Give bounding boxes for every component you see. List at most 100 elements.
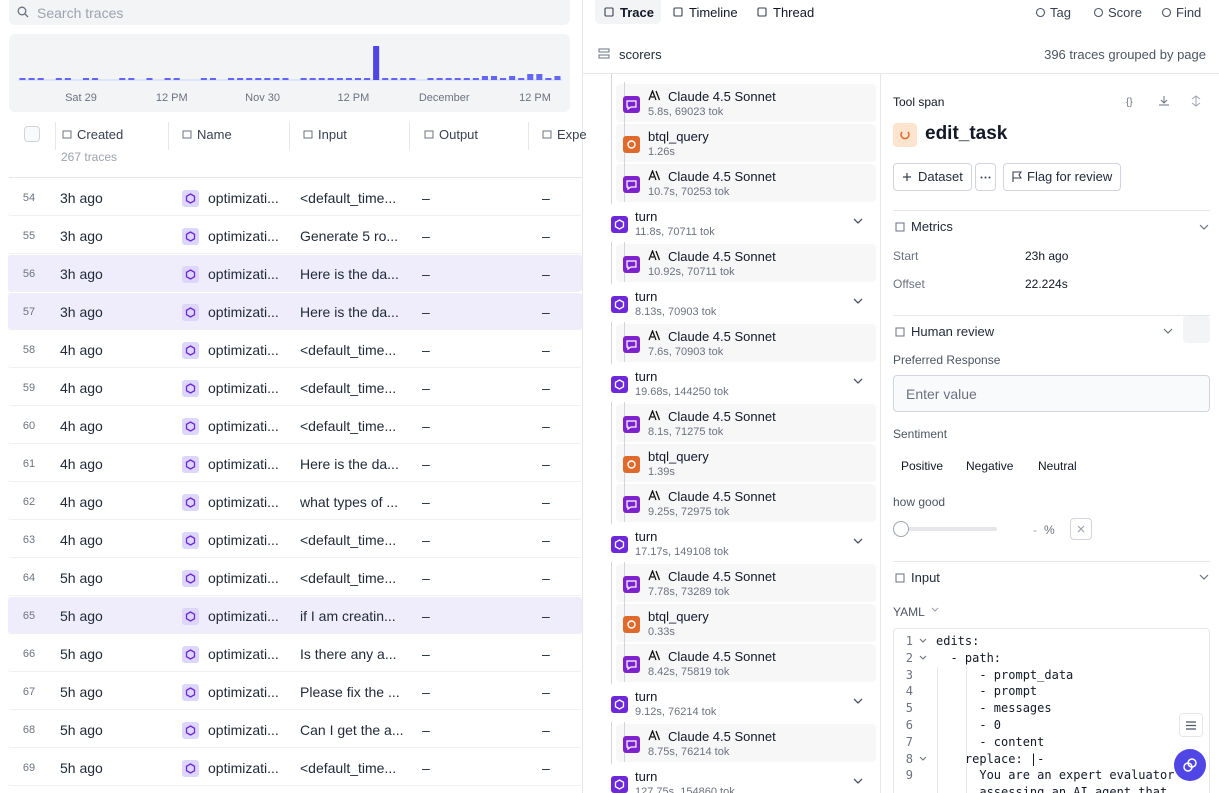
tree-row-bg[interactable] [616, 564, 876, 602]
histogram-bar [255, 78, 262, 80]
action[interactable]: Tag [1050, 5, 1071, 20]
section-title[interactable]: Input [911, 570, 940, 585]
tree-row-bg[interactable] [616, 484, 876, 522]
histogram-bar [64, 78, 71, 80]
histogram-bar [545, 78, 552, 80]
row-output: – [422, 684, 430, 700]
tree-row-bg[interactable] [603, 764, 876, 793]
line-number: 1 [905, 634, 913, 648]
svg-text:{}: {} [1126, 97, 1133, 107]
button-label[interactable]: Dataset [918, 169, 963, 184]
tree-row-bg[interactable] [616, 244, 876, 282]
select-all-checkbox[interactable] [24, 126, 40, 142]
search-box[interactable] [9, 0, 570, 25]
flag-icon [1012, 171, 1022, 182]
anthropic-icon [648, 570, 660, 581]
tree-row-bg[interactable] [616, 444, 876, 482]
column-header[interactable]: Name [197, 127, 232, 142]
code-line: - prompt [936, 684, 1038, 699]
table-row[interactable] [8, 331, 582, 368]
tab[interactable]: Thread [773, 5, 815, 20]
tree-row-bg[interactable] [616, 604, 876, 642]
histogram-bar [37, 78, 44, 80]
sentiment-option[interactable]: Positive [901, 459, 944, 473]
more-icon [980, 176, 991, 179]
row-input: Is there any a... [300, 646, 397, 662]
column-header[interactable]: Output [439, 127, 479, 142]
format-select[interactable]: YAML [893, 605, 925, 619]
section-title[interactable]: Human review [911, 324, 995, 339]
row-number: 55 [22, 230, 36, 242]
table-row[interactable] [8, 559, 582, 596]
expand-button[interactable] [1183, 316, 1210, 343]
table-row[interactable] [8, 293, 582, 330]
table-row[interactable] [8, 673, 582, 710]
table-row[interactable] [8, 217, 582, 254]
span-icon [623, 496, 640, 513]
table-row[interactable] [8, 255, 582, 292]
section-title[interactable]: Metrics [911, 219, 953, 234]
sentiment-option[interactable]: Neutral [1038, 459, 1077, 473]
tree-row-bg[interactable] [603, 364, 876, 402]
row-input: if I am creatin... [300, 608, 396, 624]
tree-row-bg[interactable] [616, 724, 876, 762]
line-number: 4 [905, 684, 913, 699]
column-header[interactable]: Created [77, 127, 124, 142]
tree-row-bg[interactable] [603, 524, 876, 562]
section-icon [895, 222, 905, 232]
button-label[interactable]: Flag for review [1027, 169, 1113, 184]
assistant-button[interactable] [1174, 749, 1206, 781]
tree-row-bg[interactable] [616, 404, 876, 442]
text-input[interactable] [893, 375, 1210, 412]
row-name: optimizati... [208, 418, 279, 434]
slider-thumb[interactable] [893, 521, 909, 537]
tree-row-bg[interactable] [616, 644, 876, 682]
column-icon [424, 130, 434, 139]
action[interactable]: Score [1108, 5, 1142, 20]
tree-row-bg[interactable] [603, 284, 876, 322]
row-output: – [422, 228, 430, 244]
span-meta: 19.68s, 144250 tok [635, 386, 729, 398]
line-number: 6 [905, 718, 913, 732]
table-row[interactable] [8, 749, 582, 786]
column-header[interactable]: Expe [557, 127, 587, 142]
sentiment-option[interactable]: Negative [966, 459, 1014, 473]
tab[interactable]: Trace [620, 5, 654, 20]
column-header[interactable]: Input [318, 127, 347, 142]
field-label: how good [893, 495, 946, 509]
slider-value: - [1033, 523, 1037, 537]
tree-row-bg[interactable] [616, 164, 876, 202]
flag-button[interactable] [1003, 163, 1121, 191]
row-number: 62 [22, 496, 36, 508]
table-row[interactable] [8, 179, 582, 216]
tab-icon [604, 7, 614, 17]
histogram-bar [237, 78, 244, 80]
tree-row-bg[interactable] [616, 324, 876, 362]
column-icon [542, 130, 552, 139]
tree-row-bg[interactable] [603, 684, 876, 722]
histogram-axis-label: December [419, 92, 470, 104]
table-row[interactable] [8, 407, 582, 444]
slider-unit: % [1044, 523, 1055, 537]
line-number: 3 [905, 667, 913, 682]
table-row[interactable] [8, 483, 582, 520]
action[interactable]: Find [1176, 5, 1202, 20]
span-name: Claude 4.5 Sonnet [668, 169, 776, 184]
code-line: You are an expert evaluator [936, 768, 1175, 783]
table-row[interactable] [8, 445, 582, 482]
tree-row-bg[interactable] [616, 84, 876, 122]
tree-row-bg[interactable] [603, 204, 876, 242]
tree-row-bg[interactable] [616, 124, 876, 162]
table-row[interactable] [8, 521, 582, 558]
table-row[interactable] [8, 597, 582, 634]
table-row[interactable] [8, 635, 582, 672]
slider-track[interactable] [900, 527, 997, 531]
span-meta: 5.8s, 69023 tok [648, 106, 724, 118]
tab[interactable]: Timeline [689, 5, 738, 20]
table-row[interactable] [8, 711, 582, 748]
table-row[interactable] [8, 369, 582, 406]
metric-label: Start [893, 249, 919, 263]
row-expected: – [542, 380, 550, 396]
chevron [853, 778, 863, 784]
